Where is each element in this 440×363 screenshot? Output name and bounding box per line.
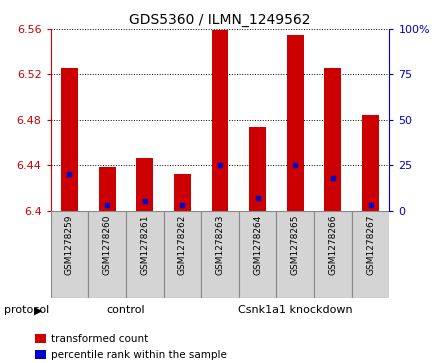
Bar [136, 158, 153, 211]
Text: GSM1278263: GSM1278263 [216, 215, 224, 276]
Text: GSM1278262: GSM1278262 [178, 215, 187, 275]
Text: GSM1278261: GSM1278261 [140, 215, 149, 276]
Bar [362, 115, 379, 211]
Text: ▶: ▶ [34, 305, 43, 315]
Text: GSM1278266: GSM1278266 [328, 215, 337, 276]
Text: GSM1278259: GSM1278259 [65, 215, 74, 276]
Bar [126, 211, 164, 298]
Bar [201, 211, 239, 298]
Text: transformed count: transformed count [51, 334, 148, 344]
Bar [51, 211, 88, 298]
Text: GSM1278265: GSM1278265 [291, 215, 300, 276]
Text: control: control [106, 305, 145, 315]
Text: protocol: protocol [4, 305, 50, 315]
Bar [352, 211, 389, 298]
Text: Csnk1a1 knockdown: Csnk1a1 knockdown [238, 305, 352, 315]
Bar [314, 211, 352, 298]
Bar [324, 68, 341, 211]
Bar [276, 211, 314, 298]
Bar [287, 35, 304, 211]
Bar [164, 211, 201, 298]
Text: GSM1278267: GSM1278267 [366, 215, 375, 276]
Bar [88, 211, 126, 298]
Text: GSM1278260: GSM1278260 [103, 215, 112, 276]
Bar [61, 68, 78, 211]
Text: percentile rank within the sample: percentile rank within the sample [51, 350, 227, 360]
Title: GDS5360 / ILMN_1249562: GDS5360 / ILMN_1249562 [129, 13, 311, 26]
Bar [239, 211, 276, 298]
Bar [249, 127, 266, 211]
Bar [174, 174, 191, 211]
Bar [212, 30, 228, 211]
Bar [99, 167, 116, 211]
Text: GSM1278264: GSM1278264 [253, 215, 262, 275]
